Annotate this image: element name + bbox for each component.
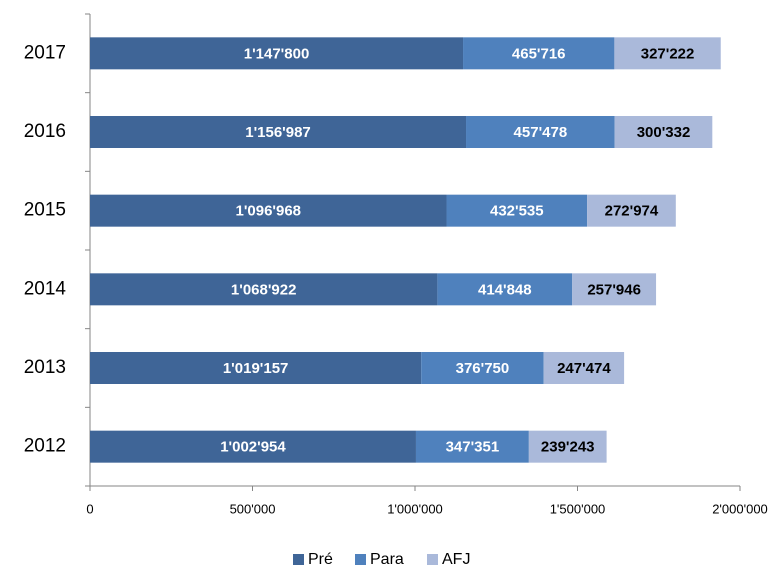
data-label: 347'351 xyxy=(446,439,500,456)
data-label: 327'222 xyxy=(641,45,695,62)
data-label: 465'716 xyxy=(512,45,566,62)
legend-swatch xyxy=(427,554,438,565)
bar-segment xyxy=(90,352,422,384)
legend-label: Para xyxy=(370,551,404,568)
bar-segment xyxy=(587,194,676,227)
data-label: 1'156'987 xyxy=(245,124,311,141)
data-label: 1'096'968 xyxy=(235,203,301,220)
legend-label: AFJ xyxy=(442,551,470,568)
bar-segment xyxy=(415,430,529,463)
data-label: 1'068'922 xyxy=(231,281,297,298)
data-label: 239'243 xyxy=(541,439,595,456)
y-tick-label: 2013 xyxy=(24,357,66,378)
bar-segment xyxy=(90,116,467,148)
x-tick-label: 1'500'000 xyxy=(550,501,606,516)
x-tick-label: 0 xyxy=(86,501,93,516)
data-label: 376'750 xyxy=(456,360,510,377)
bar-segment xyxy=(614,37,721,70)
bar-segment xyxy=(466,116,615,148)
y-tick-label: 2015 xyxy=(24,200,66,221)
x-tick-label: 2'000'000 xyxy=(712,501,768,516)
data-label: 272'974 xyxy=(605,203,659,220)
data-label: 414'848 xyxy=(478,281,532,298)
data-label: 432'535 xyxy=(490,203,544,220)
x-tick-label: 1'000'000 xyxy=(387,501,443,516)
y-tick-label: 2017 xyxy=(24,42,66,63)
y-tick-label: 2014 xyxy=(24,278,67,299)
bar-segment xyxy=(437,273,573,306)
bar-segment xyxy=(90,273,438,306)
bar-segment xyxy=(90,194,447,227)
bar-segment xyxy=(614,116,713,148)
bar-segment xyxy=(543,352,625,384)
legend-label: Pré xyxy=(308,551,333,568)
bar-segment xyxy=(572,273,657,306)
bar-segment xyxy=(463,37,615,70)
bar-segment xyxy=(528,430,607,463)
x-tick-label: 500'000 xyxy=(230,501,276,516)
legend-swatch xyxy=(293,554,304,565)
data-label: 1'147'800 xyxy=(244,45,310,62)
bar-segment xyxy=(421,352,544,384)
bar-segment xyxy=(90,430,416,463)
data-label: 457'478 xyxy=(514,124,568,141)
data-label: 247'474 xyxy=(557,360,611,377)
data-label: 1'002'954 xyxy=(220,439,286,456)
y-tick-label: 2012 xyxy=(24,436,66,457)
y-tick-label: 2016 xyxy=(24,121,66,142)
bar-segment xyxy=(90,37,464,70)
data-label: 300'332 xyxy=(637,124,691,141)
data-label: 257'946 xyxy=(587,281,641,298)
legend-swatch xyxy=(355,554,366,565)
bar-segment xyxy=(446,194,588,227)
data-label: 1'019'157 xyxy=(223,360,289,377)
